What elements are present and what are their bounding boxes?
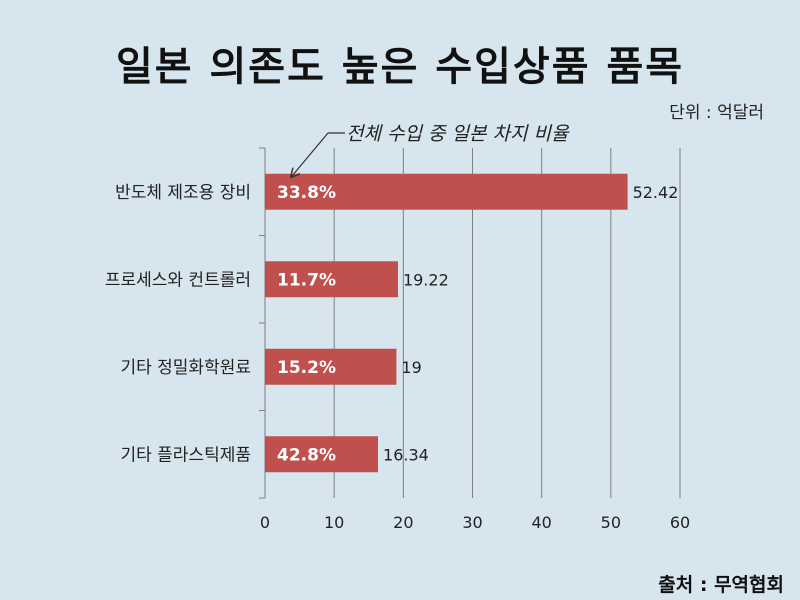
value-label: 52.42 xyxy=(633,183,679,202)
category-label: 프로세스와 컨트롤러 xyxy=(105,270,251,290)
x-tick-label: 50 xyxy=(601,513,621,532)
x-tick-label: 30 xyxy=(462,513,482,532)
source-label: 출처 : 무역협회 xyxy=(658,574,784,596)
chart-title: 일본 의존도 높은 수입상품 품목 xyxy=(115,44,685,90)
bar xyxy=(265,261,398,298)
x-tick-label: 10 xyxy=(324,513,344,532)
value-label: 16.34 xyxy=(383,445,429,464)
bar-percent-label: 15.2% xyxy=(277,358,336,378)
x-tick-label: 40 xyxy=(531,513,551,532)
unit-label: 단위 : 억달러 xyxy=(669,103,764,123)
bar xyxy=(265,436,379,473)
bar-percent-label: 33.8% xyxy=(277,183,336,203)
annotation-text: 전체 수입 중 일본 차지 비율 xyxy=(346,123,569,145)
bar xyxy=(265,173,628,210)
bar-percent-label: 42.8% xyxy=(277,445,336,465)
x-tick-label: 20 xyxy=(393,513,413,532)
bar xyxy=(265,348,397,385)
category-label: 기타 플라스틱제품 xyxy=(120,445,251,465)
bar-percent-label: 11.7% xyxy=(277,270,336,290)
value-label: 19.22 xyxy=(403,270,449,289)
annotation-arrow xyxy=(292,132,329,176)
x-tick-label: 60 xyxy=(670,513,690,532)
category-label: 반도체 제조용 장비 xyxy=(115,183,251,203)
category-label: 기타 정밀화학원료 xyxy=(120,358,251,378)
value-label: 19 xyxy=(401,358,421,377)
x-tick-label: 0 xyxy=(260,513,270,532)
